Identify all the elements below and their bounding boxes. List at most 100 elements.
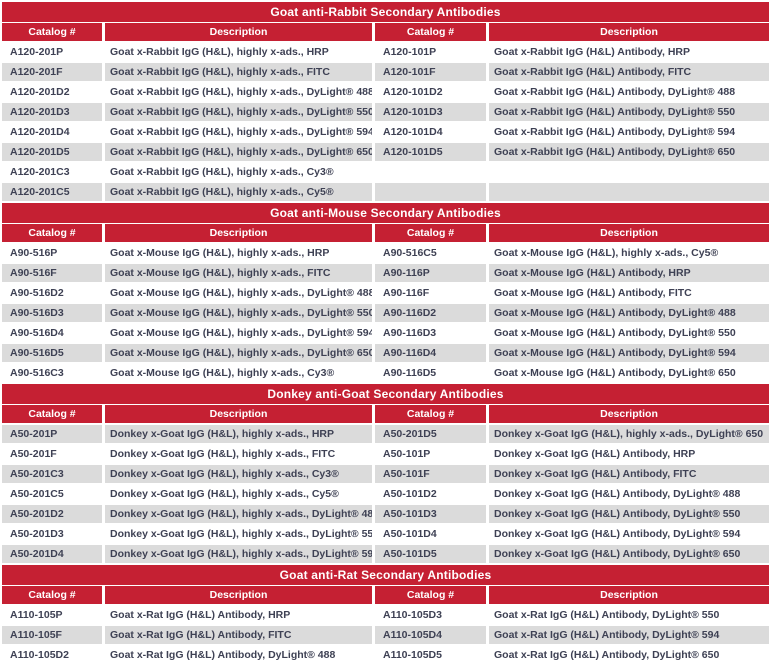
column-header-catalog-left: Catalog # (2, 405, 105, 425)
catalog-number-cell: A120-101D3 (375, 103, 489, 123)
column-header-row: Catalog # Description Catalog # Descript… (2, 405, 769, 425)
description-cell: Goat x-Mouse IgG (H&L), highly x-ads., D… (105, 324, 375, 344)
column-header-catalog-right: Catalog # (375, 586, 489, 606)
catalog-number-cell: A90-516D5 (2, 344, 105, 364)
table-row: A90-516F Goat x-Mouse IgG (H&L), highly x… (2, 264, 769, 284)
section-donkey-anti-goat: Donkey anti-Goat Secondary Antibodies Ca… (2, 384, 769, 565)
column-header-description-left: Description (105, 224, 375, 244)
table-row: A120-201D2 Goat x-Rabbit IgG (H&L), highl… (2, 83, 769, 103)
catalog-number-cell: A120-101F (375, 63, 489, 83)
description-cell: Goat x-Rabbit IgG (H&L), highly x-ads., … (105, 123, 375, 143)
table-row: A120-201D5 Goat x-Rabbit IgG (H&L), highl… (2, 143, 769, 163)
catalog-number-cell: A120-201D4 (2, 123, 105, 143)
catalog-number-cell: A120-201D5 (2, 143, 105, 163)
column-header-description-left: Description (105, 586, 375, 606)
description-cell: Goat x-Rabbit IgG (H&L), highly x-ads., … (105, 163, 375, 183)
description-cell: Goat x-Rat IgG (H&L) Antibody, DyLight® … (489, 646, 769, 666)
antibody-table: Catalog # Description Catalog # Descript… (2, 23, 769, 203)
antibody-table: Catalog # Description Catalog # Descript… (2, 405, 769, 565)
table-row: A120-201D3 Goat x-Rabbit IgG (H&L), highl… (2, 103, 769, 123)
catalog-number-cell: A120-101P (375, 43, 489, 63)
table-row: A50-201D3 Donkey x-Goat IgG (H&L), highly… (2, 525, 769, 545)
catalog-number-cell: A90-516P (2, 244, 105, 264)
catalog-number-cell (375, 183, 489, 203)
description-cell: Goat x-Mouse IgG (H&L), highly x-ads., C… (489, 244, 769, 264)
catalog-number-cell: A50-201D5 (375, 425, 489, 445)
description-cell: Goat x-Rat IgG (H&L) Antibody, DyLight® … (489, 606, 769, 626)
table-row: A50-201D2 Donkey x-Goat IgG (H&L), highly… (2, 505, 769, 525)
description-cell: Goat x-Rat IgG (H&L) Antibody, FITC (105, 626, 375, 646)
description-cell: Donkey x-Goat IgG (H&L) Antibody, DyLigh… (489, 525, 769, 545)
antibody-table: Catalog # Description Catalog # Descript… (2, 586, 769, 666)
description-cell: Goat x-Mouse IgG (H&L) Antibody, DyLight… (489, 364, 769, 384)
catalog-number-cell: A90-516D3 (2, 304, 105, 324)
table-row: A90-516D5 Goat x-Mouse IgG (H&L), highly … (2, 344, 769, 364)
catalog-number-cell: A110-105D3 (375, 606, 489, 626)
description-cell: Donkey x-Goat IgG (H&L), highly x-ads., … (105, 505, 375, 525)
column-header-description-right: Description (489, 224, 769, 244)
table-row: A50-201P Donkey x-Goat IgG (H&L), highly … (2, 425, 769, 445)
catalog-number-cell: A90-116D3 (375, 324, 489, 344)
table-row: A120-201C5 Goat x-Rabbit IgG (H&L), highl… (2, 183, 769, 203)
description-cell: Donkey x-Goat IgG (H&L), highly x-ads., … (105, 525, 375, 545)
description-cell: Goat x-Rabbit IgG (H&L), highly x-ads., … (105, 183, 375, 203)
column-header-row: Catalog # Description Catalog # Descript… (2, 224, 769, 244)
column-header-catalog-right: Catalog # (375, 405, 489, 425)
catalog-number-cell: A120-201D3 (2, 103, 105, 123)
description-cell: Goat x-Rabbit IgG (H&L), highly x-ads., … (105, 103, 375, 123)
catalog-number-cell: A90-516F (2, 264, 105, 284)
catalog-number-cell: A110-105D5 (375, 646, 489, 666)
table-row: A50-201D4 Donkey x-Goat IgG (H&L), highly… (2, 545, 769, 565)
catalog-number-cell: A120-101D2 (375, 83, 489, 103)
catalog-number-cell: A90-516D2 (2, 284, 105, 304)
description-cell: Donkey x-Goat IgG (H&L) Antibody, DyLigh… (489, 545, 769, 565)
catalog-number-cell: A50-201C3 (2, 465, 105, 485)
description-cell: Goat x-Rat IgG (H&L) Antibody, DyLight® … (105, 646, 375, 666)
description-cell: Goat x-Rabbit IgG (H&L), highly x-ads., … (105, 83, 375, 103)
catalog-number-cell: A50-201D3 (2, 525, 105, 545)
table-row: A50-201C3 Donkey x-Goat IgG (H&L), highly… (2, 465, 769, 485)
table-row: A120-201P Goat x-Rabbit IgG (H&L), highly… (2, 43, 769, 63)
description-cell: Goat x-Rabbit IgG (H&L), highly x-ads., … (105, 143, 375, 163)
description-cell: Goat x-Mouse IgG (H&L), highly x-ads., D… (105, 284, 375, 304)
catalog-number-cell: A90-516C3 (2, 364, 105, 384)
catalog-number-cell: A120-201C3 (2, 163, 105, 183)
table-row: A110-105D2 Goat x-Rat IgG (H&L) Antibody,… (2, 646, 769, 666)
catalog-number-cell: A120-201D2 (2, 83, 105, 103)
description-cell: Donkey x-Goat IgG (H&L) Antibody, FITC (489, 465, 769, 485)
section-goat-anti-mouse: Goat anti-Mouse Secondary Antibodies Cat… (2, 203, 769, 384)
section-title: Goat anti-Mouse Secondary Antibodies (2, 203, 769, 223)
description-cell: Goat x-Mouse IgG (H&L), highly x-ads., D… (105, 304, 375, 324)
catalog-number-cell: A90-116D5 (375, 364, 489, 384)
catalog-number-cell: A50-201D4 (2, 545, 105, 565)
description-cell: Donkey x-Goat IgG (H&L), highly x-ads., … (105, 545, 375, 565)
column-header-catalog-right: Catalog # (375, 224, 489, 244)
description-cell: Goat x-Mouse IgG (H&L) Antibody, DyLight… (489, 304, 769, 324)
catalog-number-cell: A90-116D2 (375, 304, 489, 324)
column-header-row: Catalog # Description Catalog # Descript… (2, 586, 769, 606)
description-cell: Goat x-Mouse IgG (H&L) Antibody, DyLight… (489, 324, 769, 344)
table-row: A110-105F Goat x-Rat IgG (H&L) Antibody, … (2, 626, 769, 646)
column-header-row: Catalog # Description Catalog # Descript… (2, 23, 769, 43)
description-cell: Donkey x-Goat IgG (H&L), highly x-ads., … (105, 445, 375, 465)
table-row: A120-201D4 Goat x-Rabbit IgG (H&L), highl… (2, 123, 769, 143)
description-cell: Donkey x-Goat IgG (H&L), highly x-ads., … (105, 485, 375, 505)
catalog-number-cell: A90-116F (375, 284, 489, 304)
column-header-description-left: Description (105, 405, 375, 425)
description-cell: Goat x-Rabbit IgG (H&L) Antibody, HRP (489, 43, 769, 63)
description-cell: Goat x-Mouse IgG (H&L) Antibody, DyLight… (489, 344, 769, 364)
table-row: A90-516C3 Goat x-Mouse IgG (H&L), highly … (2, 364, 769, 384)
catalog-number-cell: A50-201D2 (2, 505, 105, 525)
description-cell: Goat x-Rabbit IgG (H&L) Antibody, DyLigh… (489, 123, 769, 143)
description-cell: Goat x-Rabbit IgG (H&L), highly x-ads., … (105, 43, 375, 63)
table-row: A50-201C5 Donkey x-Goat IgG (H&L), highly… (2, 485, 769, 505)
table-row: A50-201F Donkey x-Goat IgG (H&L), highly … (2, 445, 769, 465)
description-cell: Goat x-Rabbit IgG (H&L) Antibody, DyLigh… (489, 143, 769, 163)
table-row: A90-516D2 Goat x-Mouse IgG (H&L), highly … (2, 284, 769, 304)
table-row: A90-516D4 Goat x-Mouse IgG (H&L), highly … (2, 324, 769, 344)
catalog-number-cell: A90-116P (375, 264, 489, 284)
description-cell: Goat x-Rat IgG (H&L) Antibody, DyLight® … (489, 626, 769, 646)
description-cell: Goat x-Mouse IgG (H&L) Antibody, HRP (489, 264, 769, 284)
column-header-catalog-left: Catalog # (2, 23, 105, 43)
table-row: A120-201C3 Goat x-Rabbit IgG (H&L), highl… (2, 163, 769, 183)
